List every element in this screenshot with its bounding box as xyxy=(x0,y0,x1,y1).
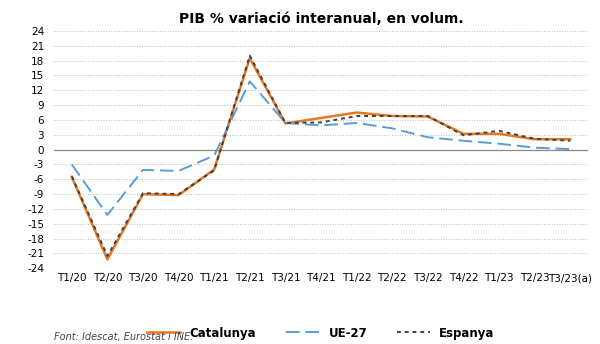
Espanya xyxy=(424,114,431,118)
UE-27 xyxy=(353,121,360,125)
Catalunya xyxy=(317,116,325,120)
Catalunya xyxy=(175,193,182,197)
Catalunya xyxy=(139,192,146,196)
Espanya xyxy=(211,168,218,172)
UE-27 xyxy=(460,139,467,143)
Catalunya xyxy=(104,257,111,261)
Line: UE-27: UE-27 xyxy=(72,82,570,215)
Catalunya xyxy=(496,132,503,136)
Catalunya xyxy=(68,175,76,179)
Espanya xyxy=(460,133,467,137)
UE-27 xyxy=(175,169,182,173)
Espanya xyxy=(317,120,325,125)
Legend: Catalunya, UE-27, Espanya: Catalunya, UE-27, Espanya xyxy=(143,322,499,344)
Espanya xyxy=(353,114,360,118)
UE-27 xyxy=(104,213,111,217)
UE-27 xyxy=(211,153,218,158)
Espanya xyxy=(389,114,396,118)
Espanya xyxy=(566,139,574,143)
Catalunya xyxy=(566,137,574,141)
Catalunya xyxy=(211,167,218,171)
Text: Font: Idescat, Eurostat i INE.: Font: Idescat, Eurostat i INE. xyxy=(54,332,193,342)
UE-27 xyxy=(317,123,325,128)
Title: PIB % variació interanual, en volum.: PIB % variació interanual, en volum. xyxy=(179,12,463,25)
Espanya xyxy=(104,254,111,258)
UE-27 xyxy=(246,79,253,84)
Catalunya xyxy=(282,121,289,126)
Catalunya xyxy=(246,56,253,60)
UE-27 xyxy=(68,162,76,166)
Espanya xyxy=(175,192,182,196)
Catalunya xyxy=(353,110,360,115)
Catalunya xyxy=(460,132,467,136)
UE-27 xyxy=(139,168,146,172)
Espanya xyxy=(68,174,76,179)
Espanya xyxy=(246,54,253,58)
Catalunya xyxy=(531,137,538,141)
UE-27 xyxy=(566,147,574,151)
Catalunya xyxy=(389,114,396,118)
Espanya xyxy=(531,137,538,141)
Line: Espanya: Espanya xyxy=(72,56,570,256)
Espanya xyxy=(282,121,289,125)
Espanya xyxy=(496,129,503,133)
Catalunya xyxy=(424,115,431,119)
Espanya xyxy=(139,191,146,195)
UE-27 xyxy=(531,146,538,150)
Line: Catalunya: Catalunya xyxy=(72,58,570,259)
UE-27 xyxy=(282,121,289,125)
UE-27 xyxy=(424,135,431,139)
UE-27 xyxy=(496,142,503,146)
UE-27 xyxy=(389,126,396,130)
